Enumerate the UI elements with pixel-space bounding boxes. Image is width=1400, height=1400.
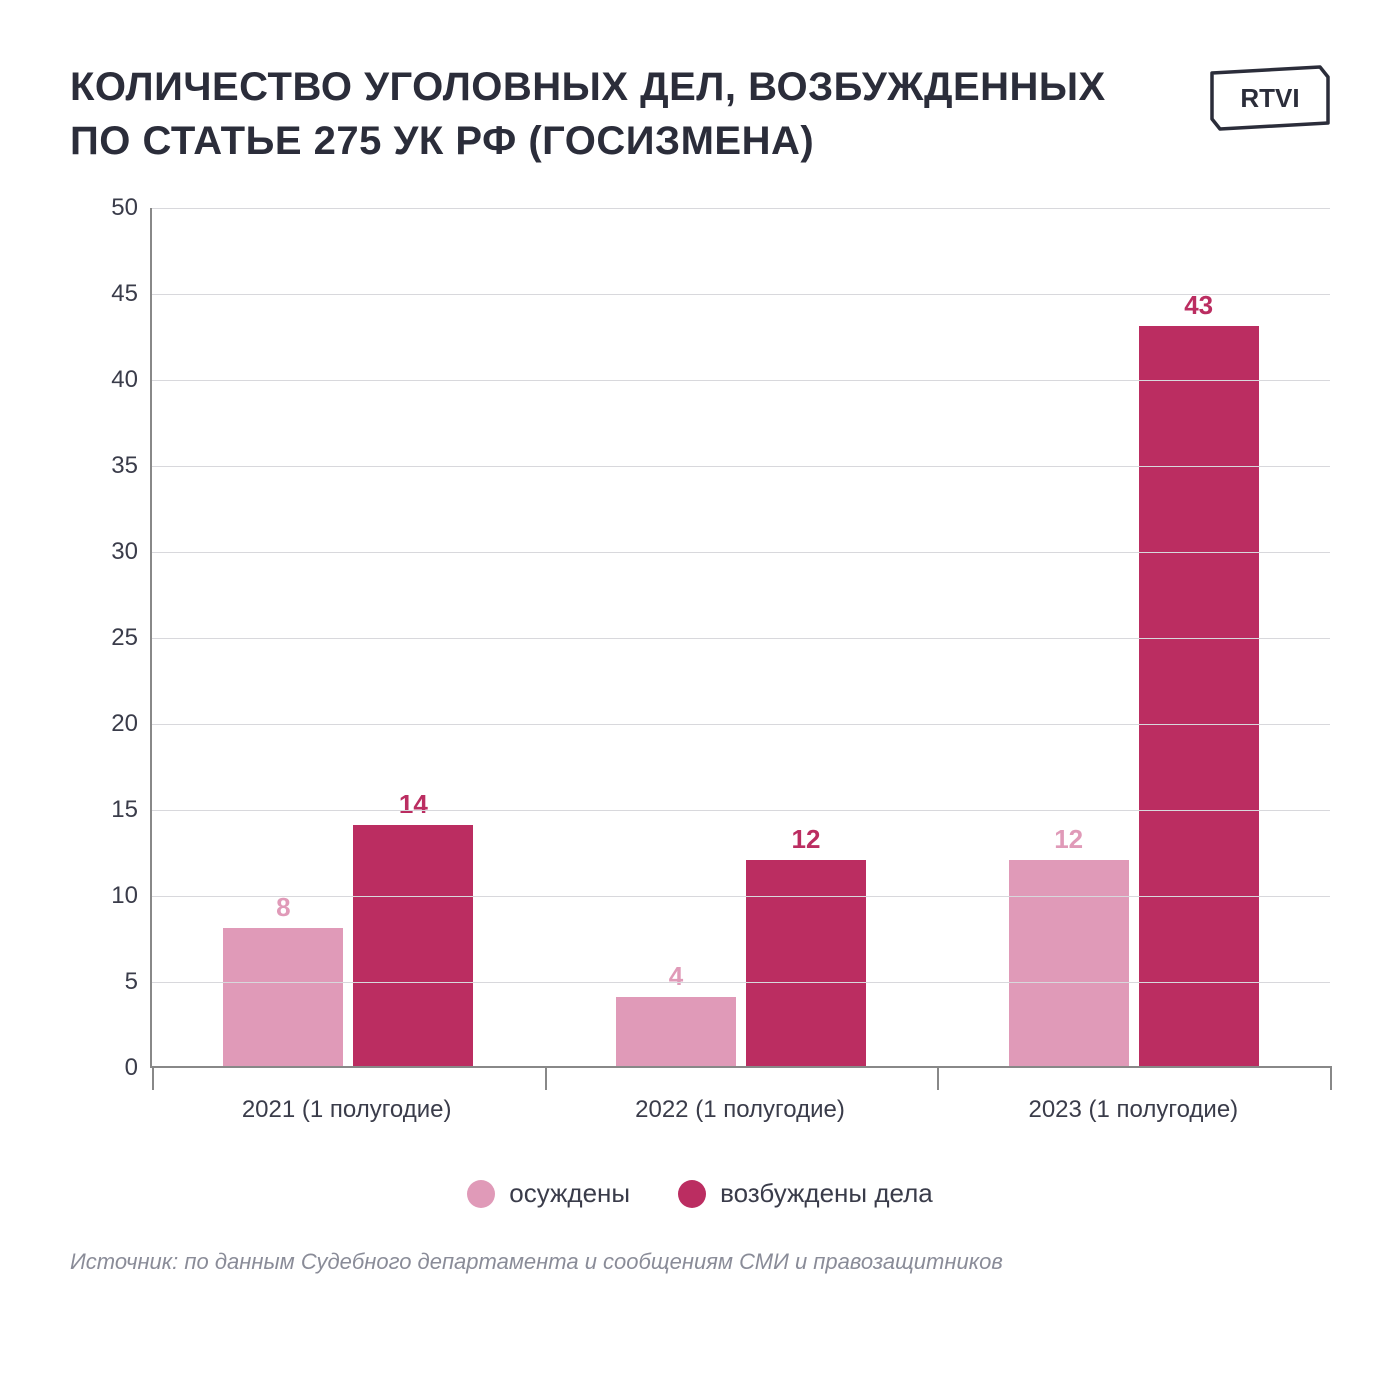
bar: 12 [1009,860,1129,1066]
bar-value-label: 14 [399,789,428,820]
bar-value-label: 4 [669,961,683,992]
bar-value-label: 43 [1184,290,1213,321]
bar-value-label: 12 [1054,824,1083,855]
legend-swatch [678,1180,706,1208]
grid-line [152,380,1330,381]
grid-line [152,638,1330,639]
source-text: Источник: по данным Судебного департамен… [70,1249,1330,1275]
grid-line [152,294,1330,295]
y-tick-label: 35 [111,452,138,480]
legend: осуждены возбуждены дела [70,1178,1330,1209]
grid-line [152,810,1330,811]
bar-group: 412 [545,208,938,1066]
x-axis-labels: 2021 (1 полугодие)2022 (1 полугодие)2023… [150,1078,1330,1124]
plot-area: 8144121243 [150,208,1330,1068]
bar-value-label: 8 [276,892,290,923]
bar: 43 [1139,326,1259,1066]
legend-label: осуждены [509,1178,630,1209]
y-tick-label: 45 [111,280,138,308]
y-tick-label: 30 [111,538,138,566]
svg-text:RTVI: RTVI [1240,83,1299,113]
bar: 4 [616,997,736,1066]
y-tick-label: 25 [111,624,138,652]
bar-value-label: 12 [792,824,821,855]
legend-item: осуждены [467,1178,630,1209]
legend-item: возбуждены дела [678,1178,933,1209]
legend-label: возбуждены дела [720,1178,933,1209]
bar-group: 1243 [937,208,1330,1066]
y-axis: 05101520253035404550 [90,208,150,1068]
y-tick-label: 5 [125,968,138,996]
grid-line [152,552,1330,553]
bar-group: 814 [152,208,545,1066]
chart-area: 05101520253035404550 8144121243 2021 (1 … [90,208,1330,1128]
bar: 14 [353,825,473,1066]
grid-line [152,466,1330,467]
bar: 8 [223,928,343,1066]
y-tick-label: 10 [111,882,138,910]
x-axis-label: 2021 (1 полугодие) [150,1078,543,1124]
grid-line [152,724,1330,725]
grid-line [152,982,1330,983]
bar-groups: 8144121243 [152,208,1330,1066]
y-tick-label: 0 [125,1054,138,1082]
rtvi-logo: RTVI [1210,65,1330,136]
grid-line [152,896,1330,897]
y-tick-label: 50 [111,194,138,222]
legend-swatch [467,1180,495,1208]
y-tick-label: 40 [111,366,138,394]
y-tick-label: 15 [111,796,138,824]
header: КОЛИЧЕСТВО УГОЛОВНЫХ ДЕЛ, ВОЗБУЖДЕННЫХ П… [70,60,1330,168]
x-tick [1330,1066,1332,1090]
x-axis-label: 2023 (1 полугодие) [937,1078,1330,1124]
grid-line [152,208,1330,209]
bar: 12 [746,860,866,1066]
x-axis-label: 2022 (1 полугодие) [543,1078,936,1124]
y-tick-label: 20 [111,710,138,738]
chart-title: КОЛИЧЕСТВО УГОЛОВНЫХ ДЕЛ, ВОЗБУЖДЕННЫХ П… [70,60,1170,168]
